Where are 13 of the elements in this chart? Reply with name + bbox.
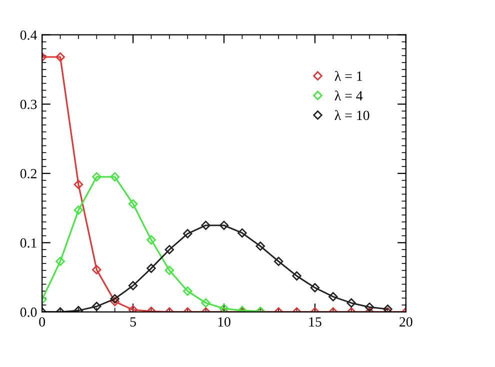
- y-tick-label: 0.0: [20, 308, 37, 317]
- x-tick-label: 0: [39, 317, 46, 327]
- x-tick-label: 15: [309, 317, 322, 327]
- x-tick-label: 10: [218, 317, 230, 327]
- x-tick-label: 20: [400, 317, 412, 327]
- x-tick-label: 5: [130, 317, 136, 327]
- legend-label: λ = 10: [334, 110, 370, 120]
- y-tick-label: 0.2: [20, 168, 36, 178]
- legend-label: λ = 1: [334, 70, 362, 81]
- y-tick-label: 0.3: [20, 100, 37, 110]
- y-tick-label: 0.4: [20, 30, 37, 40]
- legend-label: λ = 4: [334, 90, 363, 100]
- y-tick-label: 0.1: [20, 238, 36, 248]
